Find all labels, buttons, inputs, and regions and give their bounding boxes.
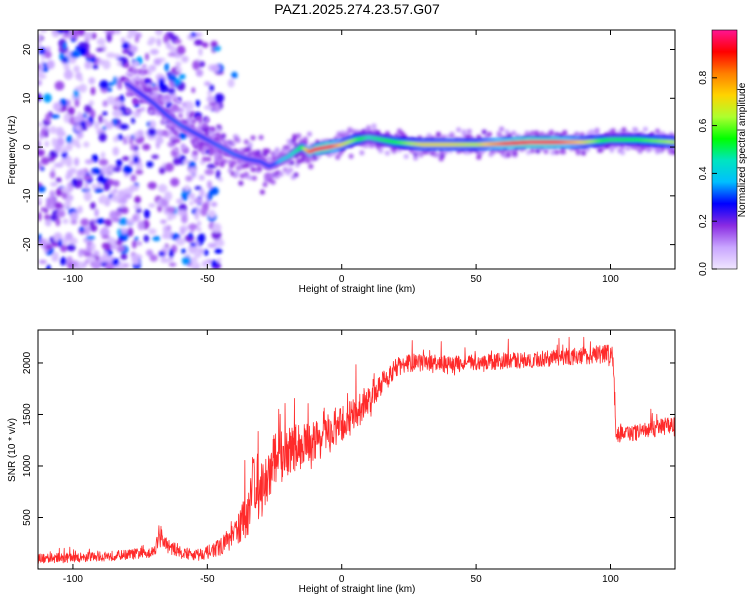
snr-y-tick-label: 1500 <box>22 403 33 426</box>
colorbar-tick-label: 0.6 <box>698 118 709 132</box>
colorbar-axis: 0.0 0.2 0.4 0.6 0.8 <box>698 29 738 276</box>
spectrogram-frame <box>37 29 676 270</box>
spectrogram-x-axis-label: Height of straight line (km) <box>299 284 416 295</box>
spectrogram-heatmap <box>38 30 675 269</box>
snr-x-tick-label: 100 <box>602 574 619 585</box>
snr-y-tick-label: 2000 <box>22 351 33 374</box>
colorbar-tick-label: 0.8 <box>698 70 709 84</box>
snr-plot-area <box>38 336 675 564</box>
snr-series-line <box>38 336 675 564</box>
spectrogram-x-tick-label: -100 <box>63 274 83 285</box>
spectrogram-x-tick-label: 50 <box>471 274 483 285</box>
snr-axes: -100 -50 0 50 100 500 1000 1500 2000 <box>22 329 676 585</box>
spectrogram-y-tick-label: 0 <box>22 144 33 150</box>
snr-x-axis-label: Height of straight line (km) <box>299 584 416 595</box>
spectrogram-noise-blobs <box>38 30 238 269</box>
snr-x-tick-label: -100 <box>63 574 83 585</box>
spectrogram-x-tick-label: 0 <box>339 274 345 285</box>
snr-x-tick-label: -50 <box>200 574 215 585</box>
snr-x-tick-label: 50 <box>471 574 483 585</box>
snr-y-axis-label: SNR (10 * v/v) <box>7 418 18 482</box>
spectrogram-y-tick-label: -10 <box>22 188 33 203</box>
figure-title: PAZ1.2025.274.23.57.G07 <box>274 1 440 17</box>
spectrogram-y-tick-label: 10 <box>22 92 33 104</box>
snr-y-tick-label: 1000 <box>22 454 33 477</box>
spectrogram-x-tick-label: -50 <box>200 274 215 285</box>
snr-frame <box>37 329 676 570</box>
snr-x-tick-label: 0 <box>339 574 345 585</box>
spectrogram-x-tick-label: 100 <box>602 274 619 285</box>
colorbar-tick-label: 0.0 <box>698 262 709 276</box>
spectrogram-ridge <box>124 79 675 171</box>
snr-y-tick-label: 500 <box>22 509 33 526</box>
spectrogram-y-tick-label: 20 <box>22 44 33 56</box>
colorbar-tick-label: 0.2 <box>698 214 709 228</box>
spectrogram-y-axis-label: Frequency (Hz) <box>7 116 18 185</box>
spectrogram-y-tick-label: -20 <box>22 237 33 252</box>
colorbar-tick-label: 0.4 <box>698 166 709 180</box>
colorbar-label: Normalized spectral amplitude <box>737 82 748 217</box>
colorbar <box>712 30 737 269</box>
colorbar-frame <box>711 29 738 270</box>
